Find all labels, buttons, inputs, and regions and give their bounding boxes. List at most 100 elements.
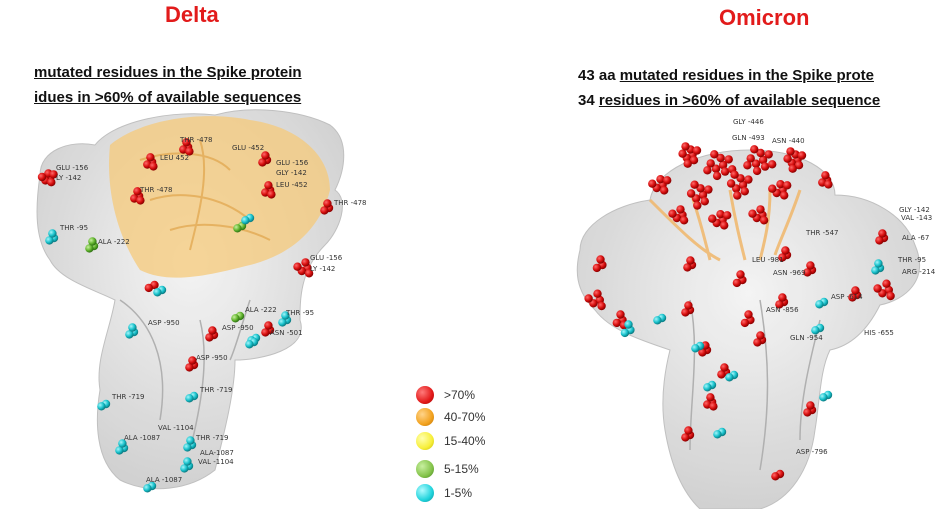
residue-label: ALA-1087: [200, 449, 234, 457]
residue-label: LEU -452: [276, 181, 308, 189]
residue-label: ARG -214: [902, 268, 936, 276]
residue-cluster: [648, 175, 672, 195]
residue-cluster: [261, 181, 276, 199]
residue-label: THR -95: [59, 224, 88, 232]
residue-sphere: [710, 150, 719, 159]
residue-sphere: [683, 159, 692, 168]
residue-cluster: [144, 280, 159, 293]
residue-label: LEU -981: [752, 256, 784, 264]
residue-cluster: [818, 171, 833, 189]
residue-label: GLY -446: [733, 118, 764, 126]
residue-sphere: [768, 184, 777, 193]
delta-title: Delta: [165, 2, 219, 27]
residue-sphere: [48, 229, 57, 238]
residue-sphere: [186, 436, 195, 445]
residue-cluster: [125, 323, 139, 339]
residue-sphere: [686, 256, 695, 265]
residue-label: LEU 452: [160, 154, 189, 162]
residue-label: THR -719: [195, 434, 229, 442]
residue-sphere: [794, 161, 804, 170]
residue-label: ALA -1087: [124, 434, 160, 442]
legend-swatch-yellow: [416, 432, 434, 450]
residue-cluster: [179, 138, 194, 156]
residue-sphere: [781, 246, 790, 255]
residue-sphere: [875, 236, 884, 245]
residue-cluster: [653, 313, 667, 325]
residue-sphere: [703, 166, 712, 175]
residue-sphere: [180, 464, 189, 473]
residue-sphere: [188, 356, 197, 365]
residue-sphere: [716, 210, 725, 219]
residue-sphere: [596, 255, 605, 264]
residue-sphere: [730, 170, 739, 179]
residue-sphere: [304, 269, 314, 278]
residue-sphere: [788, 164, 797, 173]
residue-cluster: [703, 380, 717, 392]
residue-sphere: [281, 311, 290, 320]
residue-label: ALA -67: [902, 234, 929, 242]
residue-label: GLU -156: [56, 164, 89, 172]
residue-sphere: [716, 153, 725, 163]
residue-cluster: [691, 341, 705, 353]
residue-cluster: [713, 427, 727, 439]
legend-label: 5-15%: [444, 462, 479, 476]
residue-sphere: [698, 348, 707, 357]
residue-label: GLY -142: [899, 206, 930, 214]
residue-sphere: [656, 175, 665, 184]
residue-cluster: [726, 170, 753, 200]
residue-sphere: [821, 171, 830, 180]
residue-cluster: [183, 436, 197, 452]
residue-cluster: [130, 187, 145, 205]
residue-sphere: [205, 333, 214, 342]
residue-sphere: [233, 224, 242, 233]
residue-sphere: [740, 187, 749, 196]
residue-sphere: [144, 283, 153, 293]
residue-sphere: [261, 328, 270, 337]
residue-cluster: [743, 145, 777, 176]
residue-sphere: [803, 408, 812, 417]
residue-sphere: [679, 216, 689, 225]
residue-sphere: [689, 156, 699, 165]
delta-subtitle-line2: idues in >60% of available sequences: [34, 89, 354, 106]
residue-sphere: [612, 318, 621, 328]
residue-sphere: [676, 205, 685, 214]
residue-sphere: [597, 301, 606, 311]
omicron-line1-underlined: mutated residues in the Spike prote: [619, 67, 874, 84]
residue-sphere: [786, 147, 795, 156]
omicron-title: Omicron: [719, 5, 810, 30]
residue-sphere: [732, 278, 742, 288]
residue-cluster: [703, 393, 718, 411]
residue-sphere: [768, 160, 777, 169]
residue-cluster: [819, 390, 833, 402]
residue-sphere: [684, 426, 693, 435]
omicron-residue-spheres: [584, 142, 895, 481]
residue-sphere: [660, 186, 669, 195]
residue-sphere: [748, 209, 757, 218]
delta-residue-labels: THR -478 LEU 452 GLU -452 GLU -156 LY -1…: [56, 136, 367, 484]
residue-sphere: [756, 148, 765, 158]
residue-cluster: [185, 356, 199, 372]
residue-sphere: [720, 167, 730, 176]
residue-cluster: [771, 469, 785, 481]
residue-sphere: [264, 181, 273, 190]
residue-sphere: [751, 159, 761, 168]
residue-sphere: [681, 308, 690, 317]
residue-sphere: [759, 216, 769, 225]
omicron-line1-plain: 43 aa: [578, 67, 620, 84]
residue-sphere: [690, 180, 699, 189]
residue-sphere: [133, 187, 142, 196]
residue-sphere: [115, 446, 124, 455]
residue-cluster: [115, 439, 129, 455]
residue-cluster: [775, 293, 789, 309]
residue-sphere: [783, 154, 792, 163]
residue-sphere: [698, 190, 708, 200]
residue-label: THR -478: [179, 136, 213, 144]
residue-sphere: [153, 288, 162, 297]
residue-sphere: [750, 145, 759, 154]
residue-cluster: [258, 151, 272, 167]
omicron-subtitle-line1: 43 aa mutated residues in the Spike prot…: [578, 67, 939, 84]
residue-sphere: [267, 190, 276, 199]
residue-cluster: [231, 311, 245, 323]
residue-cluster: [261, 321, 275, 337]
residue-cluster: [815, 297, 829, 309]
